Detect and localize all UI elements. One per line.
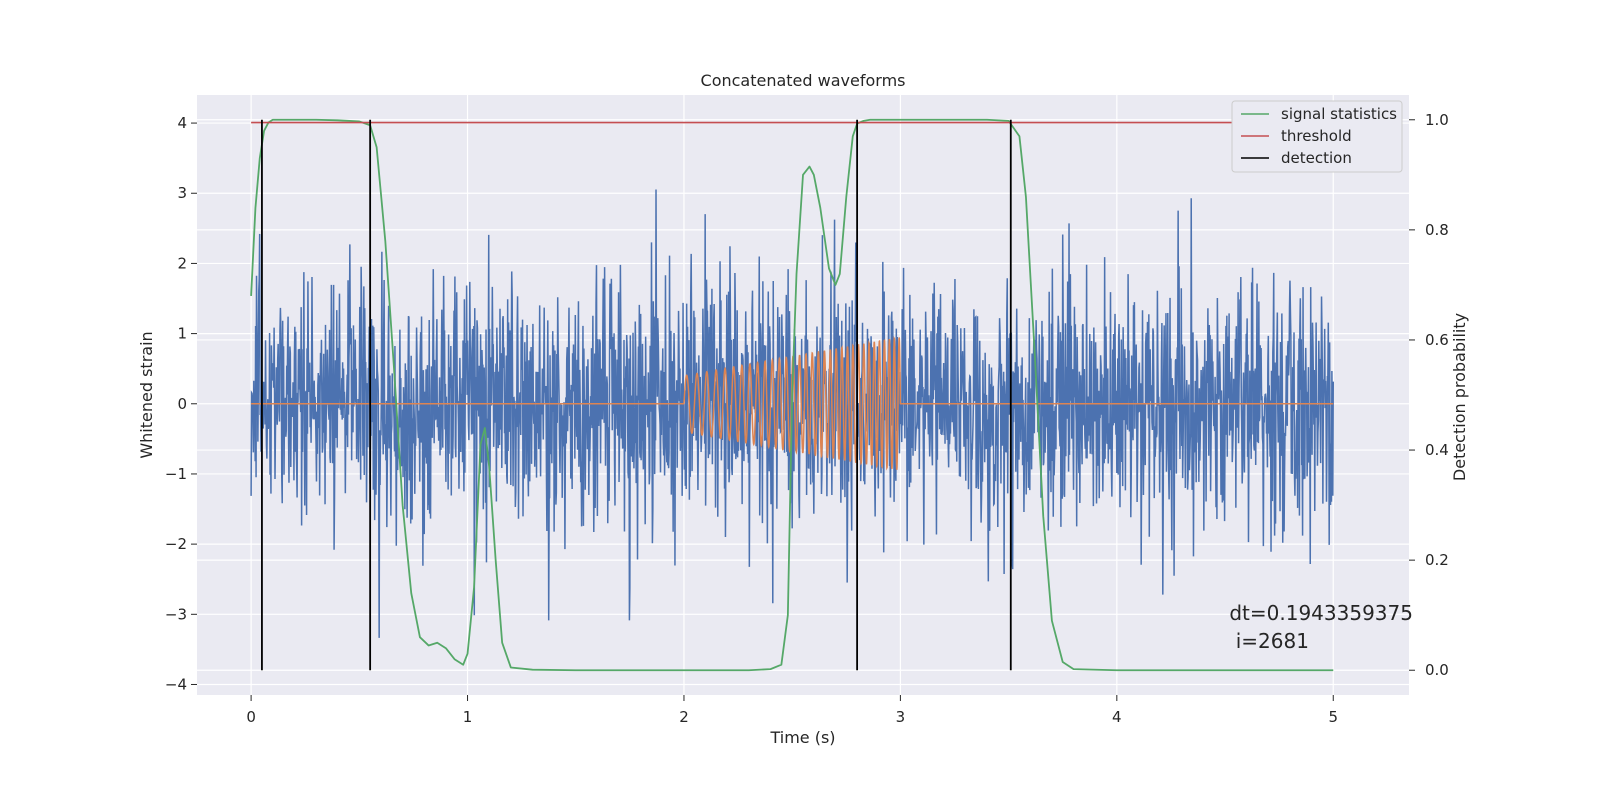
x-axis-label: Time (s) [769,728,835,747]
data-layer [250,118,1334,672]
x-tick-label-0: 0 [246,708,256,726]
x-tick-label-2: 2 [679,708,689,726]
x-axis-ticks: 0 1 2 3 4 5 [246,695,1338,726]
legend-label-signal-statistics: signal statistics [1281,105,1397,123]
y-tick-label-2: −2 [165,535,187,553]
y-tick-label-6: 2 [177,254,187,272]
left-axis-ticks: −4 −3 −2 −1 0 1 2 3 4 [165,114,197,693]
y-tick-label-1: −3 [165,605,187,623]
y-tick-label-8: 4 [177,114,187,132]
y2-tick-label-3: 0.6 [1425,331,1449,349]
y-axis-label: Whitened strain [137,331,156,458]
annotation-index: i=2681 [1229,629,1309,653]
chart-title: Concatenated waveforms [701,71,906,90]
plot-series [250,118,1334,672]
y-tick-label-3: −1 [165,465,187,483]
series-whitened-strain [250,189,1334,638]
y2-tick-label-2: 0.4 [1425,441,1449,459]
y-tick-label-5: 1 [177,325,187,343]
y2-tick-label-0: 0.0 [1425,661,1449,679]
legend-label-threshold: threshold [1281,127,1352,145]
legend-label-detection: detection [1281,149,1352,167]
right-axis-ticks: 0.0 0.2 0.4 0.6 0.8 1.0 [1409,111,1449,679]
x-tick-label-1: 1 [463,708,473,726]
x-tick-label-3: 3 [896,708,906,726]
x-tick-label-4: 4 [1112,708,1122,726]
y-tick-label-7: 3 [177,184,187,202]
series-signal-statistics [250,118,1334,672]
legend: signal statistics threshold detection [1231,100,1403,173]
y2-tick-label-1: 0.2 [1425,551,1449,569]
y2-tick-label-4: 0.8 [1425,221,1449,239]
y2-axis-label: Detection probability [1450,313,1469,481]
legend-box [1231,100,1403,173]
y-tick-label-0: −4 [165,675,187,693]
annotation-dt: dt=0.1943359375 [1229,601,1413,625]
x-tick-label-5: 5 [1328,708,1338,726]
y-tick-label-4: 0 [177,395,187,413]
annotation: dt=0.1943359375 i=2681 [1229,601,1413,653]
y2-tick-label-5: 1.0 [1425,111,1449,129]
